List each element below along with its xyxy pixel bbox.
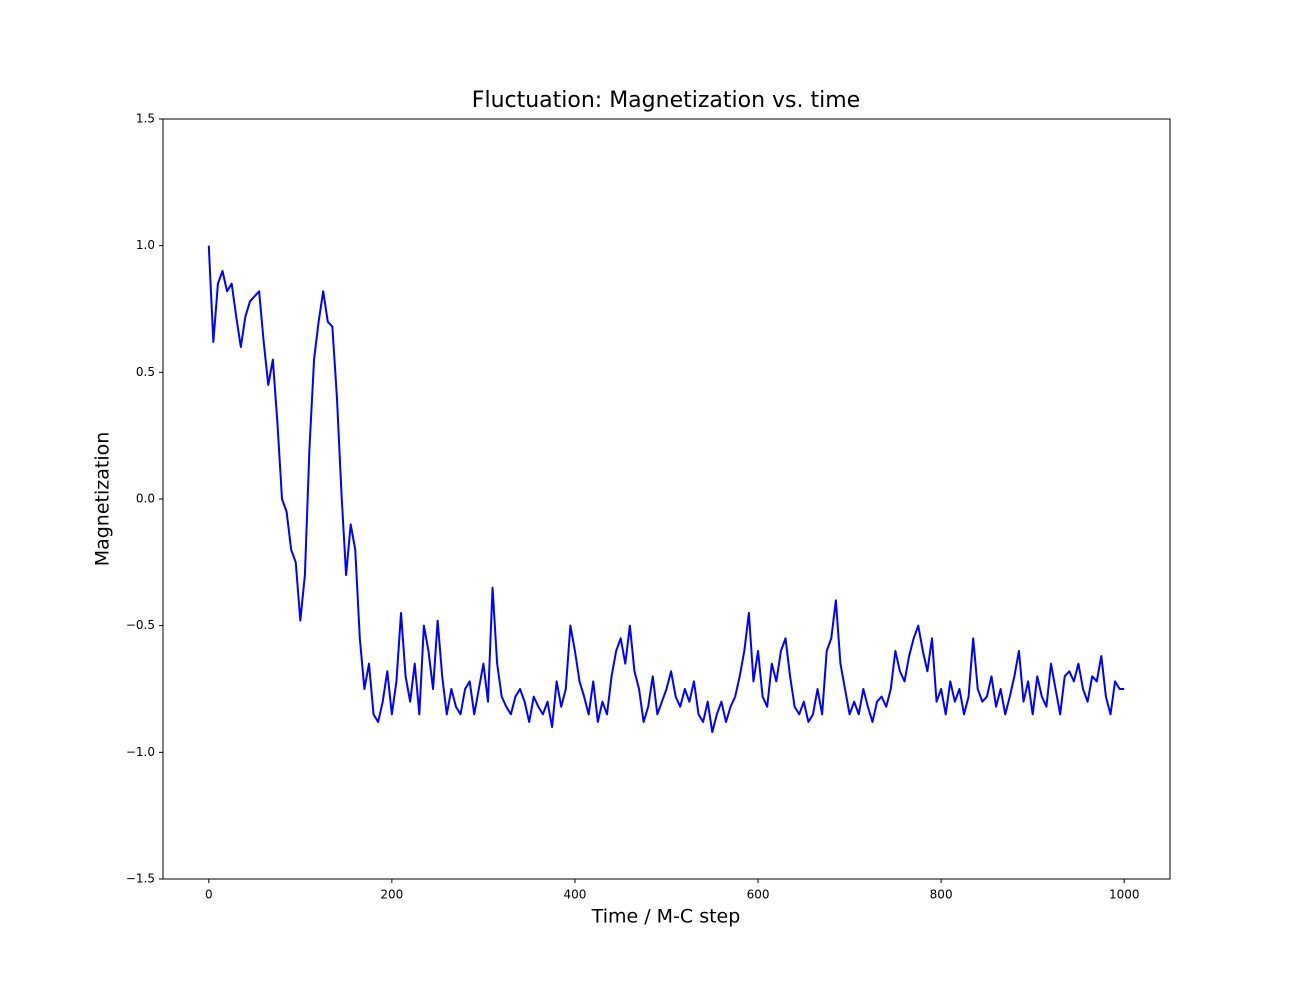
y-tick-label: −1.5	[126, 872, 155, 886]
y-tick-label: 1.0	[136, 238, 155, 252]
x-tick-label: 800	[930, 888, 953, 902]
x-tick-label: 1000	[1109, 888, 1140, 902]
data-line	[207, 245, 1125, 734]
y-tick-label: 0.0	[136, 492, 155, 506]
x-tick-label: 600	[747, 888, 770, 902]
x-tick-label: 200	[380, 888, 403, 902]
x-axis-label: Time / M-C step	[591, 906, 741, 928]
x-tick-label: 400	[564, 888, 587, 902]
chart-title: Fluctuation: Magnetization vs. time	[472, 88, 860, 113]
plot-frame	[162, 118, 1171, 880]
y-tick-label: −1.0	[126, 745, 155, 759]
y-axis-label: Magnetization	[92, 432, 114, 567]
y-tick-label: 1.5	[136, 112, 155, 126]
y-tick-label: 0.5	[136, 365, 155, 379]
x-tick-label: 0	[205, 888, 213, 902]
y-tick-label: −0.5	[126, 618, 155, 632]
